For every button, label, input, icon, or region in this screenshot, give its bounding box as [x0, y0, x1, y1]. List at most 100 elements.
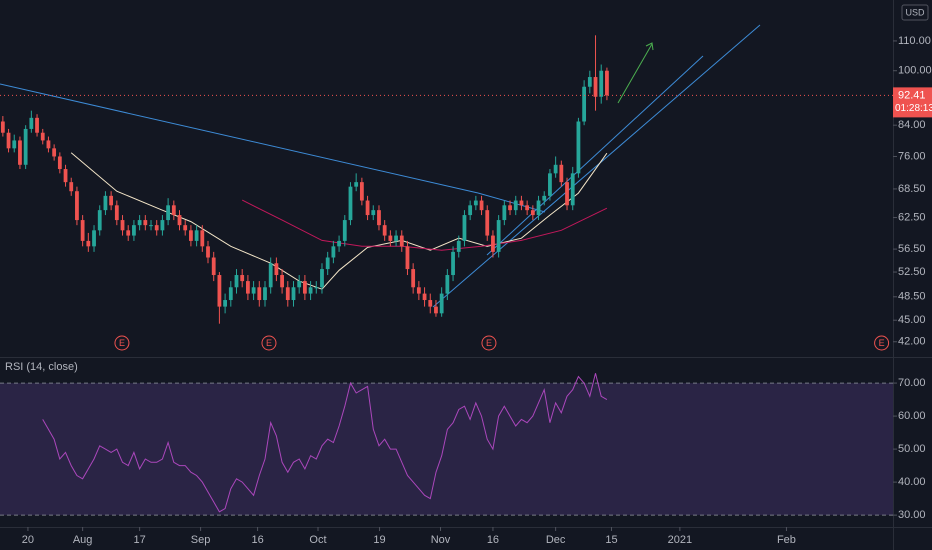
candle-body — [75, 191, 79, 221]
candle-body — [382, 225, 387, 236]
candle-body — [63, 169, 68, 183]
candle-body — [166, 205, 171, 221]
trendline — [432, 24, 761, 308]
candle-body — [468, 205, 473, 216]
candle-body — [536, 200, 541, 216]
y-tick-label: 62.50 — [898, 211, 926, 223]
candle-body — [189, 230, 193, 241]
x-tick-label: 2021 — [668, 534, 692, 546]
candle-body — [428, 300, 433, 307]
rsi-panel — [0, 382, 893, 516]
candle-body — [177, 215, 182, 226]
candle-body — [240, 275, 245, 282]
y-tick-label: 42.00 — [898, 336, 926, 348]
candle-body — [97, 210, 102, 231]
earnings-marker — [114, 335, 130, 351]
arrow-shaft — [617, 43, 653, 104]
candle-body — [234, 275, 239, 288]
candle-body — [434, 306, 438, 314]
x-tick-label: Sep — [191, 534, 211, 546]
candle-body — [348, 186, 353, 221]
x-tick-label: 16 — [487, 534, 499, 546]
candle-body — [46, 140, 51, 149]
candle-body — [525, 205, 530, 211]
candle-body — [331, 246, 336, 258]
candle-body — [29, 117, 34, 129]
candle-body — [149, 225, 153, 227]
y-tick-label: 56.50 — [898, 243, 926, 255]
candle-body — [439, 293, 444, 314]
candle-body — [52, 148, 57, 157]
y-tick-label: 70.00 — [898, 377, 926, 389]
x-tick-label: 19 — [373, 534, 385, 546]
y-tick-label: 48.50 — [898, 291, 926, 303]
candle-body — [422, 293, 427, 301]
earnings-label: E — [119, 338, 125, 348]
y-tick-label: 84.00 — [898, 119, 926, 131]
candle-body — [285, 287, 290, 301]
candle-body — [120, 220, 125, 231]
candle-body — [114, 205, 119, 221]
earnings-marker — [261, 335, 277, 351]
candle-body — [257, 287, 262, 301]
candle-body — [18, 140, 22, 165]
candle-body — [548, 173, 552, 196]
candle-body — [365, 200, 370, 216]
candle-body — [297, 281, 302, 288]
candle-body — [542, 195, 547, 201]
candle-body — [308, 287, 313, 294]
arrow-head — [645, 42, 654, 51]
candle-body — [223, 300, 228, 307]
trendlines — [0, 24, 761, 308]
y-tick-label: 50.00 — [898, 443, 926, 455]
candle-body — [57, 156, 62, 170]
x-tick-label: Aug — [73, 534, 93, 546]
candle-body — [274, 263, 279, 276]
candle-body — [325, 257, 330, 270]
candle-body — [416, 287, 421, 294]
candle-body — [473, 200, 478, 206]
candle-body — [228, 287, 233, 301]
candle-body — [354, 182, 359, 187]
candle-body — [394, 235, 398, 241]
candle-body — [553, 164, 558, 174]
candle-body — [160, 220, 165, 231]
candle-body — [519, 200, 524, 206]
candle-body — [171, 205, 176, 216]
candle-body — [599, 70, 604, 97]
candle-body — [593, 77, 598, 97]
x-tick-label: Dec — [546, 534, 566, 546]
candle-body — [143, 220, 148, 226]
candle-body — [183, 225, 188, 231]
candle-body — [268, 263, 273, 288]
candle-body — [6, 132, 11, 149]
candle-body — [69, 182, 74, 192]
candle-body — [217, 275, 222, 307]
candle-body — [456, 240, 461, 252]
candle-body — [496, 220, 501, 252]
x-tick-label: 16 — [251, 534, 263, 546]
candle-body — [342, 220, 347, 241]
arrow — [617, 42, 654, 104]
rsi-band — [0, 383, 893, 516]
y-tick-label: 40.00 — [898, 476, 926, 488]
y-tick-label: 100.00 — [898, 65, 932, 77]
earnings-label: E — [266, 338, 272, 348]
candle-body — [280, 275, 284, 288]
candle-body — [211, 257, 216, 276]
currency-box — [901, 4, 929, 21]
trendline — [486, 55, 704, 256]
candle-body — [314, 287, 319, 289]
candle-body — [302, 281, 307, 294]
x-tick-label: 17 — [133, 534, 145, 546]
y-tick-label: 110.00 — [898, 35, 931, 47]
candle-body — [0, 121, 5, 133]
candle-body — [359, 182, 364, 201]
candle-body — [582, 86, 587, 122]
candle-body — [605, 70, 609, 96]
candle-body — [388, 235, 393, 241]
candle-body — [194, 230, 199, 241]
candle-body — [451, 251, 455, 276]
candle-body — [479, 200, 484, 211]
